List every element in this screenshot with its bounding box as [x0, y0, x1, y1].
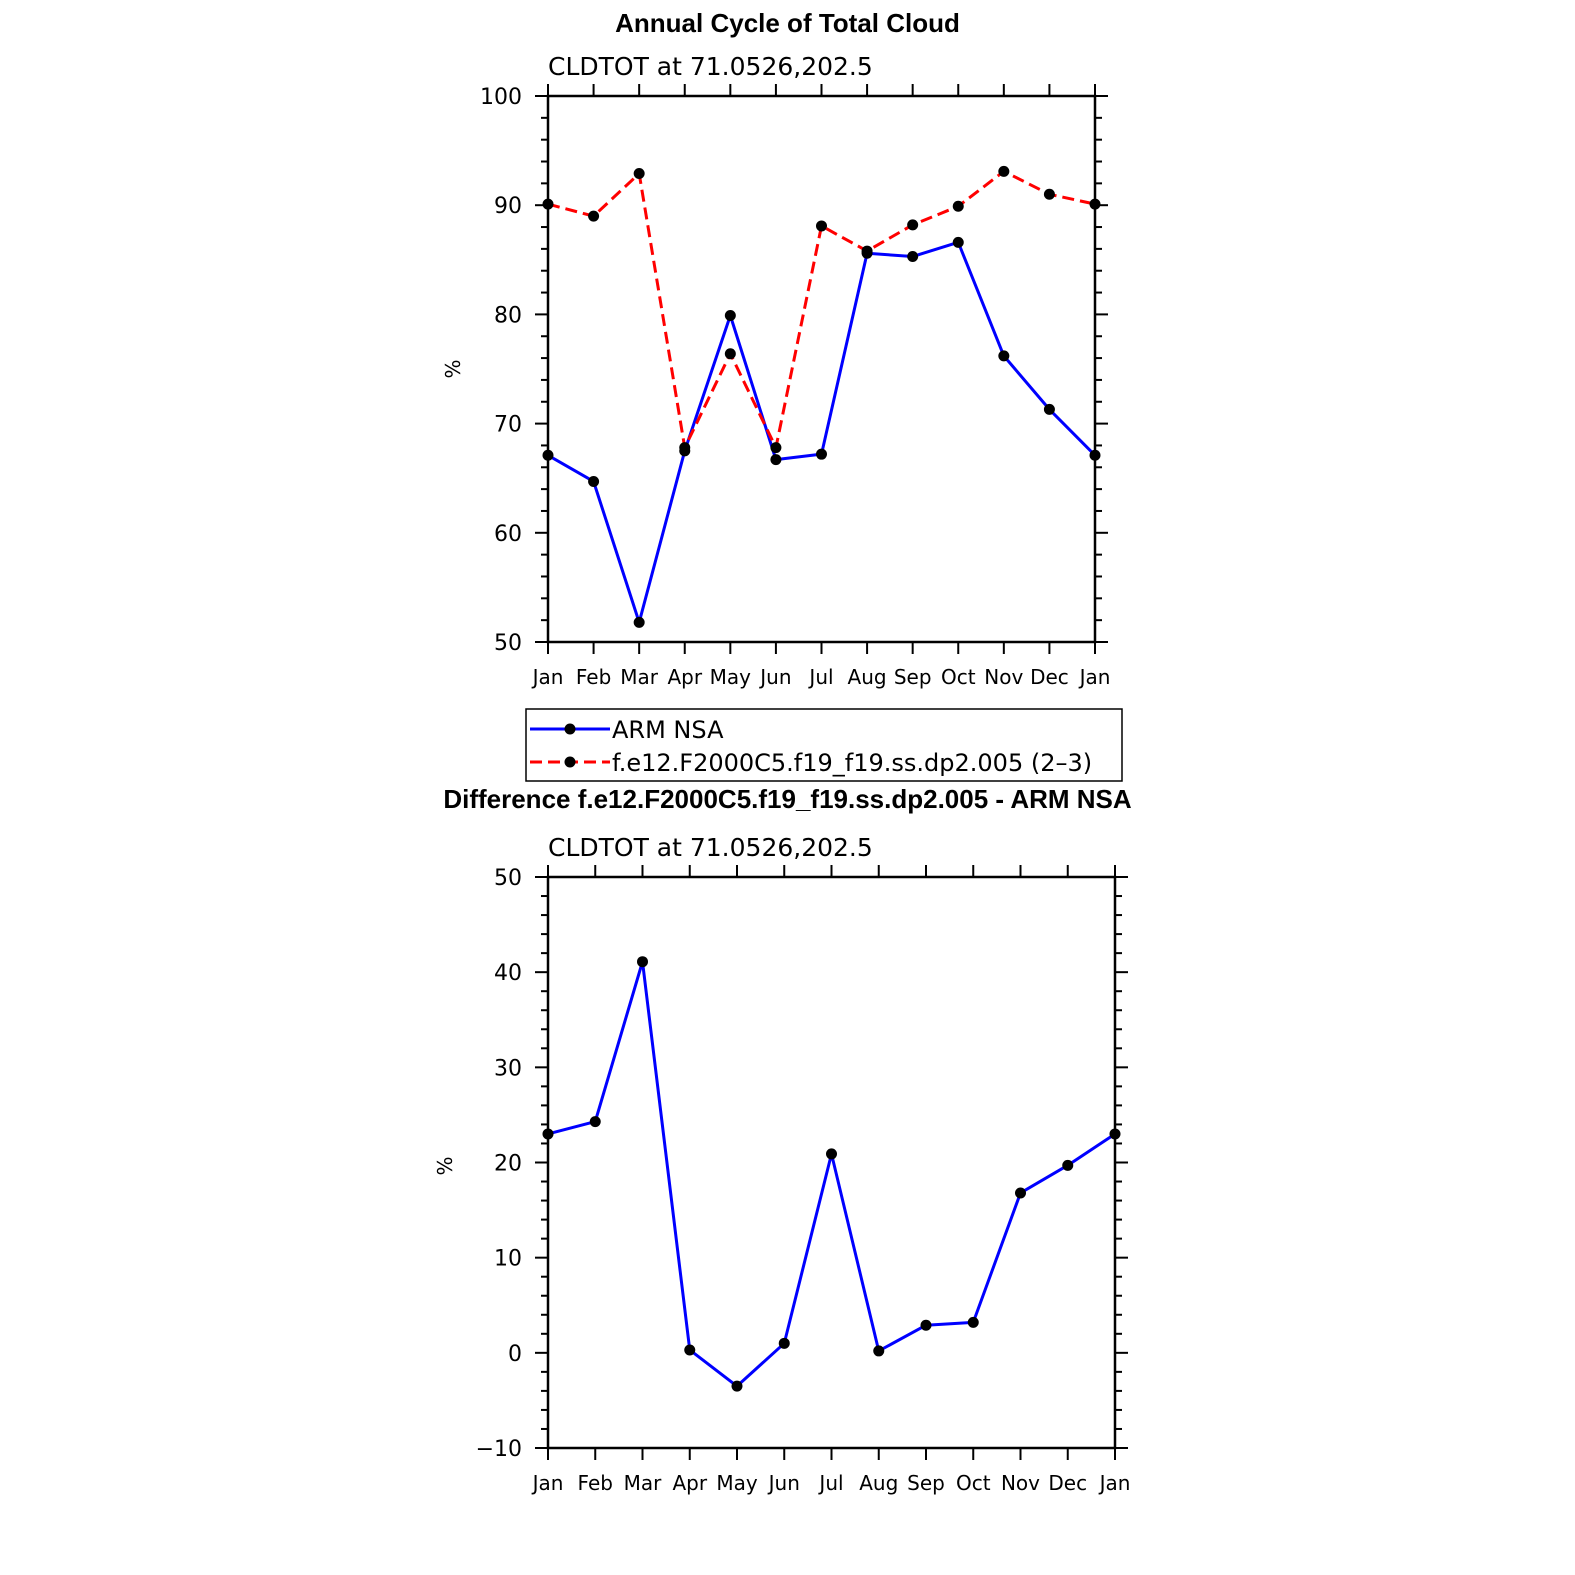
data-point	[684, 1344, 696, 1356]
y-tick-label: 50	[494, 866, 522, 891]
data-point	[1043, 188, 1055, 200]
data-point	[920, 1319, 932, 1331]
y-tick-label: 10	[494, 1247, 522, 1272]
chart1-title: Annual Cycle of Total Cloud	[615, 8, 960, 38]
y-tick-label: 50	[494, 631, 522, 656]
x-tick-label: Jan	[1098, 1471, 1131, 1495]
legend-label-2: f.e12.F2000C5.f19_f19.ss.dp2.005 (2–3)	[612, 749, 1092, 777]
x-tick-label: Dec	[1030, 665, 1069, 689]
y-tick-label: 70	[494, 413, 522, 438]
chart2-subtitle: CLDTOT at 71.0526,202.5	[548, 833, 873, 862]
chart-1: CLDTOT at 71.0526,202.5 50 60 70 80 90 100 Jan F…	[441, 52, 1123, 782]
y-tick-label: 90	[494, 194, 522, 219]
x-tick-label: Aug	[848, 665, 887, 689]
x-tick-label: Jan	[531, 1471, 564, 1495]
data-point	[589, 1116, 601, 1128]
y-tick-label: −10	[476, 1437, 522, 1462]
x-tick-label: Oct	[956, 1471, 991, 1495]
data-point	[907, 251, 919, 263]
data-point	[998, 165, 1010, 177]
x-tick-label: May	[716, 1471, 758, 1495]
legend-label-1: ARM NSA	[612, 716, 724, 744]
y-tick-label: 80	[494, 303, 522, 328]
chart1-subtitle: CLDTOT at 71.0526,202.5	[548, 52, 873, 81]
x-tick-label: Nov	[984, 665, 1023, 689]
series-line-1	[547, 960, 1116, 1388]
x-tick-label: Apr	[667, 665, 702, 689]
y-tick-label: 100	[480, 85, 522, 110]
data-point	[731, 1380, 743, 1392]
x-tick-label: Feb	[576, 665, 611, 689]
chart2-title: Difference f.e12.F2000C5.f19_f19.ss.dp2.…	[443, 784, 1132, 814]
x-tick-label: Sep	[907, 1471, 945, 1495]
series-line-1	[547, 240, 1097, 624]
data-point	[637, 956, 648, 968]
data-point	[770, 442, 782, 454]
data-point	[588, 210, 600, 222]
data-point	[816, 448, 827, 460]
data-point	[861, 245, 873, 257]
data-point	[778, 1337, 790, 1349]
data-point	[1089, 449, 1101, 461]
data-point	[826, 1148, 837, 1160]
y-tick-label: 20	[494, 1152, 522, 1177]
x-tick-label: Feb	[578, 1471, 613, 1495]
data-point	[542, 198, 554, 210]
x-tick-label: Sep	[894, 665, 932, 689]
legend-box	[525, 708, 1123, 782]
x-tick-label: Jul	[817, 1471, 843, 1495]
data-point	[679, 442, 691, 454]
data-point	[542, 1128, 554, 1140]
data-point	[770, 454, 782, 466]
y-tick-label: 30	[494, 1056, 522, 1081]
data-point	[633, 168, 645, 180]
x-tick-label: Jul	[807, 665, 833, 689]
x-tick-label: Jun	[758, 665, 791, 689]
x-tick-label: Apr	[672, 1471, 707, 1495]
data-point	[542, 449, 554, 461]
data-point	[1062, 1159, 1074, 1171]
x-tick-label: Dec	[1048, 1471, 1087, 1495]
x-tick-label: May	[710, 665, 752, 689]
legend-marker	[564, 756, 576, 768]
data-point	[1015, 1187, 1026, 1199]
data-point	[952, 200, 964, 212]
data-point	[998, 350, 1010, 362]
chart-2: CLDTOT at 71.0526,202.5 −10 0 10 20 30 40 50 Jan…	[433, 833, 1130, 1495]
data-point	[724, 309, 736, 321]
data-point	[952, 236, 964, 248]
y-axis-label: %	[441, 359, 465, 378]
y-tick-label: 0	[508, 1342, 522, 1367]
data-point	[873, 1345, 885, 1357]
y-axis-label: %	[433, 1156, 457, 1175]
data-point	[633, 616, 645, 628]
data-point	[1109, 1128, 1121, 1140]
x-tick-label: Jan	[531, 665, 564, 689]
data-point	[588, 475, 600, 487]
x-tick-label: Mar	[624, 1471, 663, 1495]
plot-frame	[546, 875, 1117, 1450]
x-tick-label: Jan	[1078, 665, 1111, 689]
y-tick-label: 40	[494, 961, 522, 986]
y-tick-label: 60	[494, 522, 522, 547]
series-line-2	[547, 169, 1096, 450]
data-point	[816, 220, 827, 232]
data-point	[1089, 198, 1101, 210]
data-point	[907, 219, 919, 231]
x-tick-label: Aug	[859, 1471, 898, 1495]
data-point	[1043, 403, 1055, 415]
legend-marker	[564, 723, 576, 735]
data-point	[967, 1316, 979, 1328]
x-tick-label: Nov	[1001, 1471, 1040, 1495]
plot-frame	[546, 94, 1097, 644]
x-tick-label: Jun	[767, 1471, 800, 1495]
data-point	[724, 348, 736, 360]
x-tick-label: Mar	[620, 665, 659, 689]
x-tick-label: Oct	[941, 665, 976, 689]
